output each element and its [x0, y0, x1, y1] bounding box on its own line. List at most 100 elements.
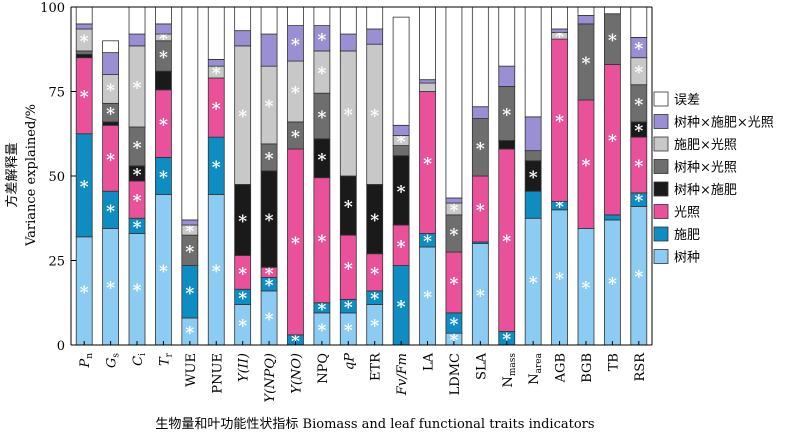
significance-star: *: [529, 274, 538, 294]
x-axis-title: 生物量和叶功能性状指标 Biomass and leaf functional …: [155, 417, 594, 432]
bar-segment: [128, 33, 146, 47]
bar-segment: [498, 6, 516, 67]
y-axis-title-cn: 方差解释量: [4, 142, 20, 207]
bar-segment: [75, 6, 93, 25]
significance-star: *: [449, 274, 458, 294]
significance-star: *: [238, 317, 247, 337]
bar-segment: [181, 6, 199, 221]
bar-segment: [419, 6, 436, 81]
x-tick-label: Y(NPQ): [263, 353, 278, 403]
significance-star: *: [212, 100, 221, 120]
significance-star: *: [212, 158, 221, 178]
bar-segment: [234, 6, 252, 32]
significance-star: *: [212, 262, 221, 282]
significance-star: *: [582, 279, 591, 299]
significance-star: *: [555, 28, 564, 48]
significance-star: *: [291, 35, 300, 55]
significance-star: *: [238, 264, 247, 284]
significance-star: *: [449, 225, 458, 245]
significance-star: *: [133, 192, 142, 212]
bar-segment: [577, 6, 595, 16]
legend-swatch: [653, 204, 669, 219]
bar-segment: [75, 53, 93, 59]
x-tick-label: RSR: [633, 352, 648, 382]
significance-star: *: [133, 78, 142, 98]
legend-swatch: [653, 249, 669, 264]
significance-star: *: [634, 95, 643, 115]
significance-star: *: [80, 32, 89, 52]
significance-star: *: [159, 48, 168, 68]
bar-segment: [498, 65, 516, 87]
bar-segment: [155, 6, 172, 25]
significance-star: *: [185, 242, 194, 262]
x-tick-label: Tr: [157, 352, 174, 366]
significance-star: *: [185, 222, 194, 242]
significance-star: *: [397, 133, 406, 153]
significance-star: *: [317, 64, 326, 84]
significance-star: *: [582, 156, 591, 176]
x-tick-label: Gs: [105, 353, 122, 368]
bar-segment: [524, 150, 542, 162]
x-tick-label: BGB: [580, 353, 595, 383]
significance-star: *: [238, 289, 247, 309]
x-tick-label: SLA: [474, 352, 489, 380]
significance-star: *: [317, 108, 326, 128]
x-tick-label: LDMC: [448, 353, 463, 395]
bar-segment: [207, 58, 225, 67]
bar-segment: [419, 79, 436, 84]
x-tick-label: Fv/Fm: [395, 353, 410, 396]
significance-star: *: [159, 29, 168, 49]
legend-label: 施肥: [674, 228, 700, 243]
significance-star: *: [502, 105, 511, 125]
significance-star: *: [106, 150, 115, 170]
significance-star: *: [370, 290, 379, 310]
x-tick-label: Narea: [527, 352, 544, 384]
significance-star: *: [476, 139, 485, 159]
significance-star: *: [317, 30, 326, 50]
significance-star: *: [265, 264, 274, 284]
significance-star: *: [185, 323, 194, 343]
bar-segment: [392, 124, 410, 136]
significance-star: *: [265, 97, 274, 117]
bar-segment: [471, 106, 489, 119]
bar-segment: [524, 6, 542, 118]
bar-segment: [155, 23, 172, 35]
significance-star: *: [397, 237, 406, 257]
bar-segment: [603, 214, 621, 221]
legend-swatch: [653, 136, 669, 152]
significance-star: *: [344, 105, 353, 125]
bar-segment: [551, 6, 568, 30]
x-tick-label: NPQ: [316, 353, 331, 384]
bar-segment: [603, 6, 621, 15]
bar-segment: [577, 15, 595, 25]
x-tick-label: Nmass: [501, 353, 518, 388]
significance-star: *: [634, 63, 643, 83]
significance-star: *: [265, 211, 274, 231]
legend-label: 树种×施肥: [674, 183, 737, 198]
y-tick-label: 100: [40, 1, 65, 16]
significance-star: *: [159, 116, 168, 136]
significance-star: *: [370, 211, 379, 231]
legend-label: 光照: [674, 206, 700, 221]
bar-segment: [471, 6, 489, 108]
x-tick-label: ETR: [369, 352, 384, 381]
significance-star: *: [502, 232, 511, 252]
significance-star: *: [449, 201, 458, 221]
x-tick-label: Y(NO): [289, 353, 304, 394]
significance-star: *: [423, 288, 432, 308]
significance-star: *: [344, 321, 353, 341]
significance-star: *: [502, 330, 511, 350]
significance-star: *: [555, 198, 564, 218]
bar-segment: [366, 28, 384, 45]
x-tick-label: PNUE: [210, 353, 225, 394]
significance-star: *: [634, 122, 643, 142]
significance-star: *: [634, 268, 643, 288]
bar-segment: [339, 33, 357, 52]
x-tick-label: AGB: [554, 353, 569, 383]
y-tick-label: 0: [57, 339, 65, 354]
bar-segment: [419, 82, 436, 92]
bar-segment: [392, 16, 410, 126]
bar-segment: [75, 23, 93, 30]
bar-segment: [339, 6, 357, 35]
